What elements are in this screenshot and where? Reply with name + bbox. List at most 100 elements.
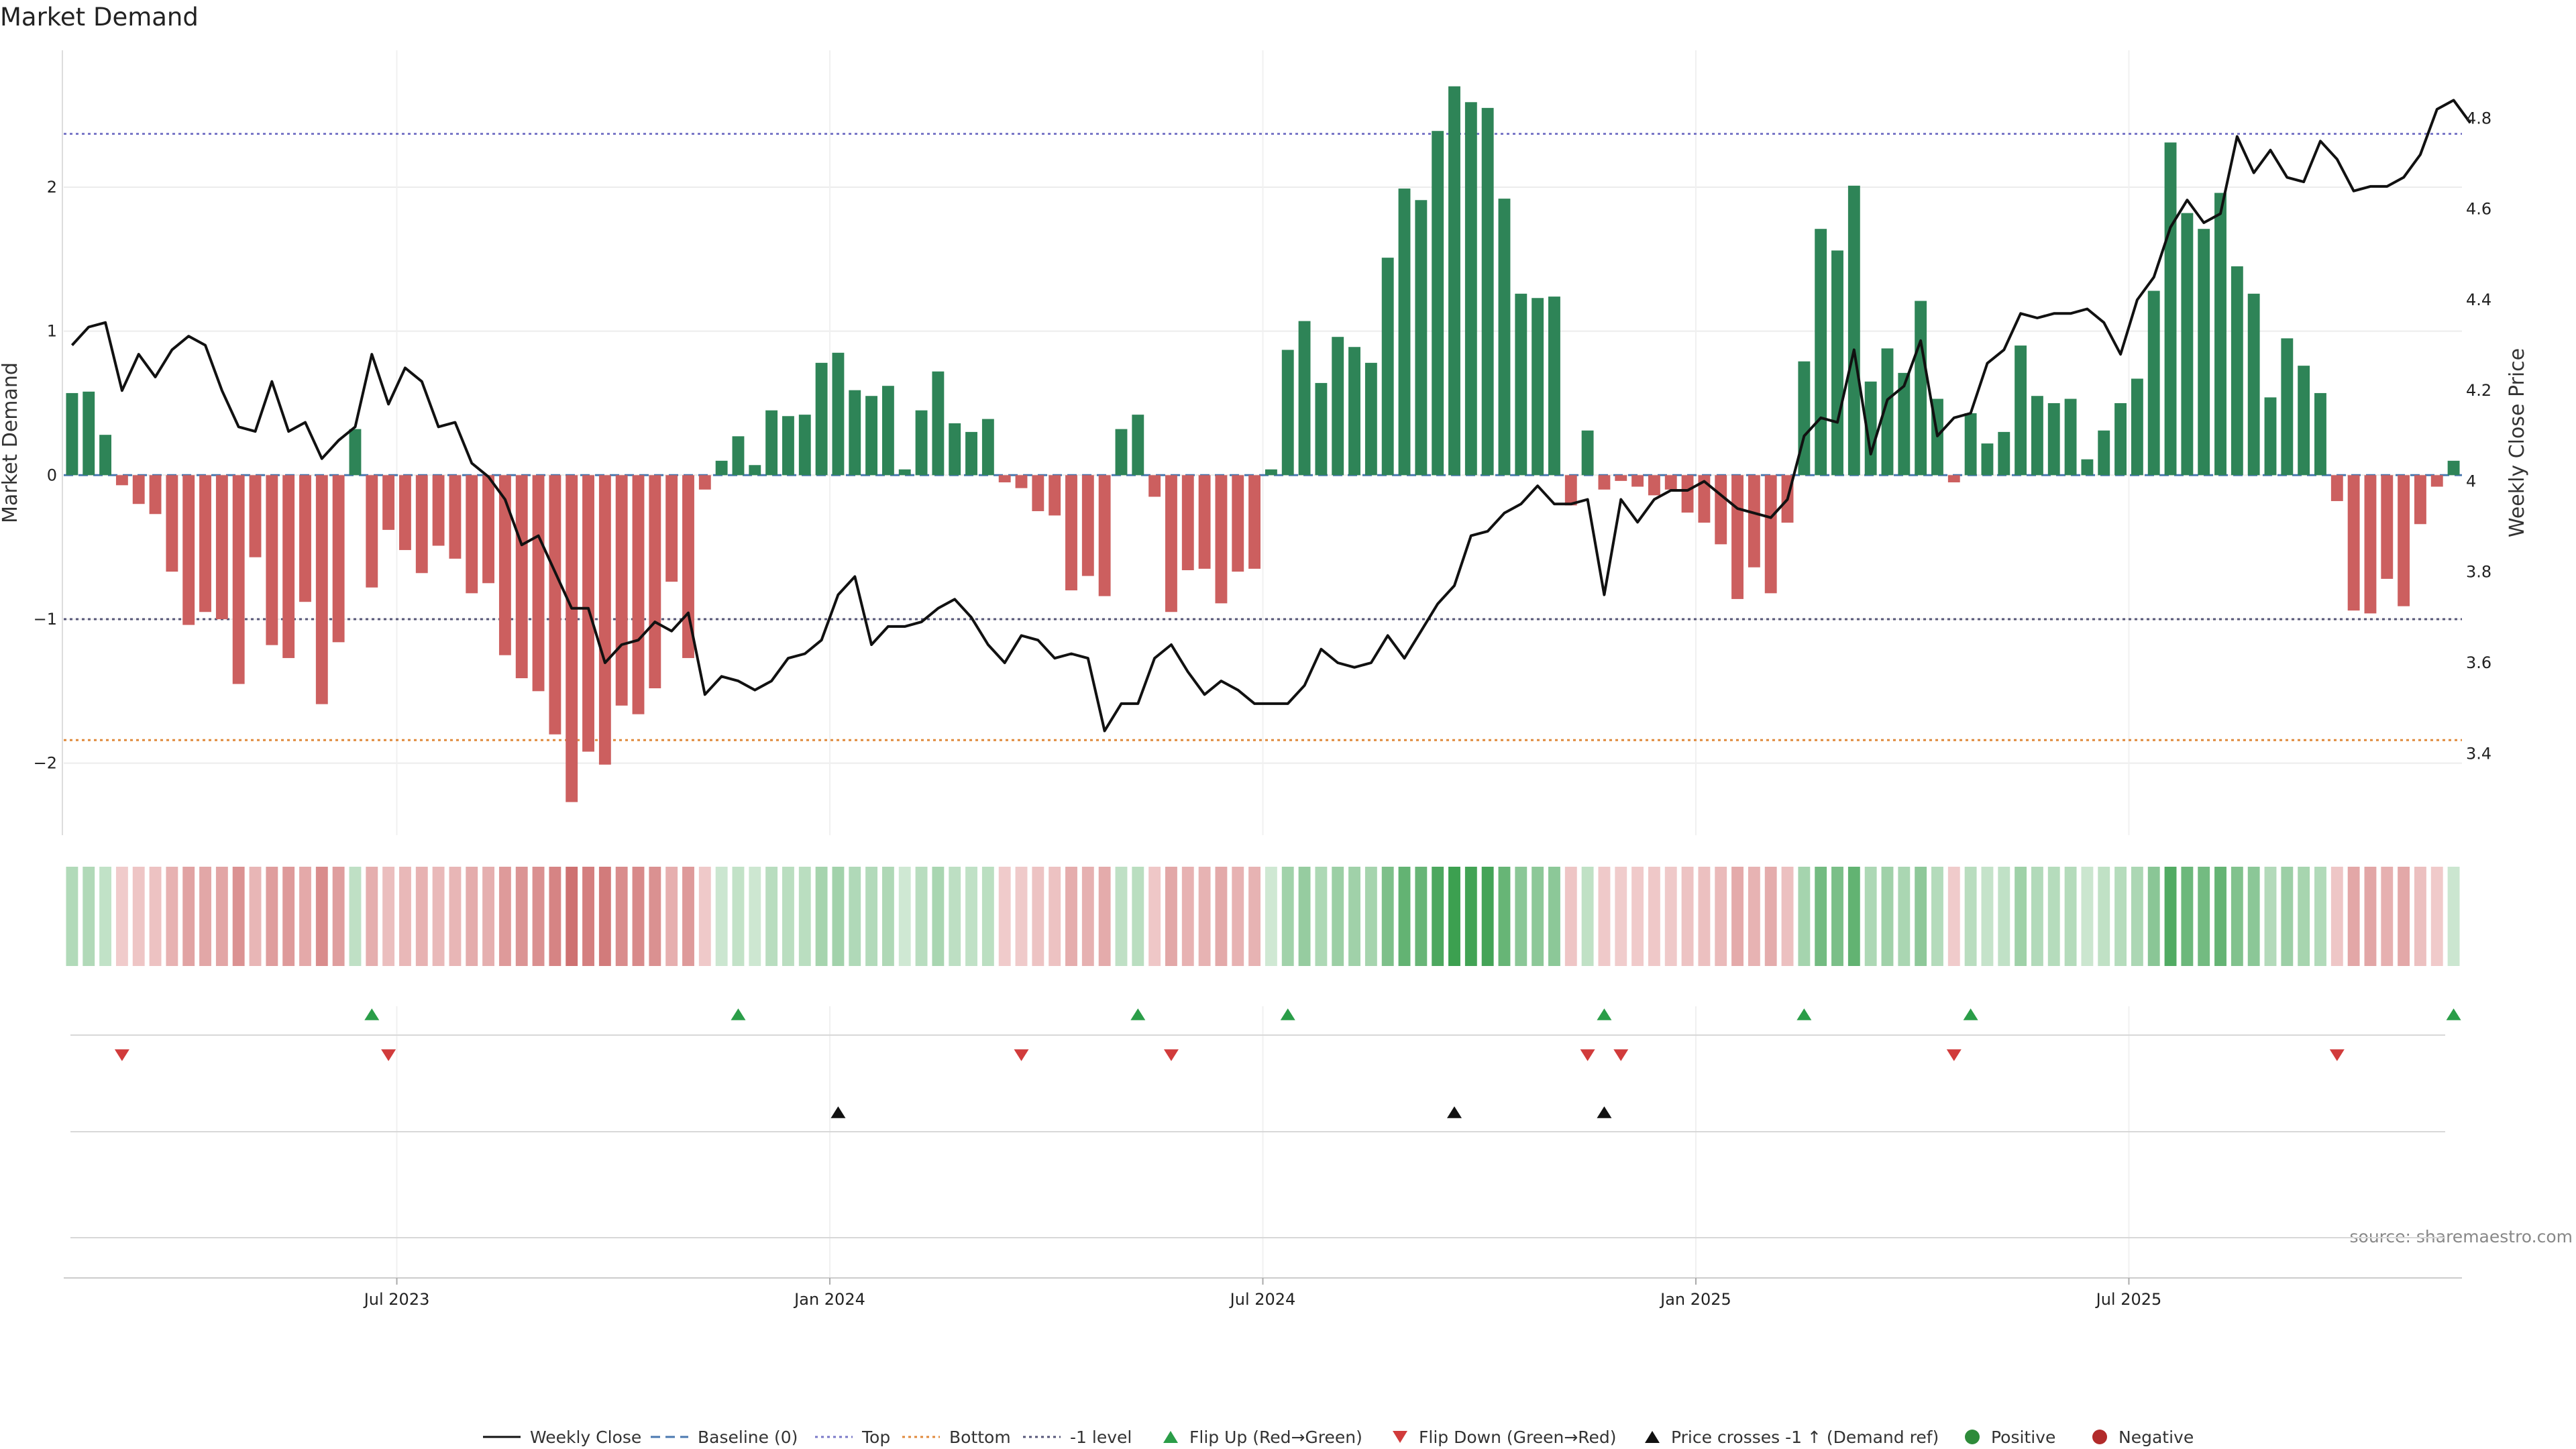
y-tick-right: 3.6 — [2466, 653, 2491, 672]
heat-cell — [1815, 867, 1827, 966]
flip-up-marker — [1796, 1008, 1812, 1020]
heat-cell — [2231, 867, 2243, 966]
legend-swatch-positive — [1965, 1430, 1980, 1444]
legend-label-price_cross: Price crosses -1 ↑ (Demand ref) — [1671, 1428, 1939, 1447]
legend-swatch-flip_down — [1393, 1431, 1407, 1443]
heat-cell — [1947, 867, 1960, 966]
demand-bar — [1847, 185, 1860, 476]
demand-bar — [299, 475, 311, 602]
heat-cell — [1448, 867, 1460, 966]
heat-cell — [2214, 867, 2226, 966]
demand-bar — [765, 410, 778, 476]
heat-cell — [1748, 867, 1760, 966]
demand-bar — [432, 475, 445, 546]
heat-cell — [1981, 867, 1994, 966]
demand-bar — [232, 475, 245, 684]
heat-cell — [166, 867, 178, 966]
demand-bar — [615, 475, 628, 706]
heat-cell — [115, 867, 128, 966]
heat-cell — [99, 867, 112, 966]
left-y-ticks: 2 1 0 −1 −2 — [34, 178, 57, 773]
heat-cell — [849, 867, 861, 966]
price-cross-marker — [830, 1106, 846, 1118]
demand-bar — [2214, 193, 2226, 476]
heat-cell — [282, 867, 295, 966]
demand-bar — [1631, 475, 1644, 487]
heat-cell — [1181, 867, 1194, 966]
heat-cell — [1532, 867, 1544, 966]
demand-bar — [1148, 475, 1161, 497]
heat-cell — [965, 867, 977, 966]
y-axis-label-right: Weekly Close Price — [2506, 348, 2529, 537]
heat-cell — [1715, 867, 1727, 966]
price-cross-marker — [1447, 1106, 1462, 1118]
demand-bar — [115, 475, 128, 486]
demand-bar — [1731, 475, 1743, 599]
demand-bar — [1498, 199, 1511, 476]
legend-swatch-flip_up — [1163, 1431, 1178, 1443]
demand-bar — [1798, 361, 1811, 476]
heat-cell — [732, 867, 745, 966]
flip-down-marker — [1946, 1049, 1962, 1061]
demand-bar — [1298, 321, 1311, 476]
heat-cell — [932, 867, 945, 966]
demand-bar — [2198, 229, 2210, 476]
demand-bar — [665, 475, 678, 582]
demand-bar — [649, 475, 661, 689]
demand-bar — [932, 371, 945, 476]
demand-bar — [1698, 475, 1711, 523]
flip-down-marker — [1014, 1049, 1029, 1061]
y-tick-left: 0 — [47, 466, 57, 484]
demand-bar — [2298, 366, 2310, 476]
demand-bar — [415, 475, 428, 574]
demand-bars — [66, 86, 2460, 802]
heat-cell — [2347, 867, 2360, 966]
heat-cell — [698, 867, 711, 966]
heat-cell — [2430, 867, 2443, 966]
demand-bar — [2330, 475, 2343, 501]
demand-bar — [2347, 475, 2360, 611]
demand-bar — [1764, 475, 1777, 594]
x-tick-label: Jul 2024 — [1229, 1290, 1296, 1309]
demand-bar — [2064, 398, 2077, 476]
heat-cell — [83, 867, 95, 966]
heat-cell — [898, 867, 911, 966]
heat-cell — [1198, 867, 1211, 966]
demand-bar — [1464, 102, 1477, 476]
demand-bar — [1448, 86, 1460, 476]
demand-bar — [798, 415, 811, 476]
demand-bar — [1532, 298, 1544, 476]
demand-bar — [399, 475, 411, 550]
heat-cell — [2181, 867, 2194, 966]
demand-bar — [2414, 475, 2426, 525]
heat-cell — [1298, 867, 1311, 966]
legend: Weekly Close Baseline (0) Top Bottom -1 leve… — [483, 1428, 2194, 1447]
demand-bar — [965, 431, 977, 476]
heat-cell — [182, 867, 195, 966]
demand-bar — [515, 475, 528, 678]
demand-bar — [1281, 350, 1294, 476]
demand-bar — [1364, 362, 1377, 476]
flip-down-marker — [381, 1049, 396, 1061]
demand-bar — [566, 475, 578, 802]
heat-cell — [1698, 867, 1711, 966]
demand-bar — [1198, 475, 1211, 569]
legend-label-flip_down: Flip Down (Green→Red) — [1419, 1428, 1617, 1447]
demand-bar — [2398, 475, 2410, 606]
heat-cell — [382, 867, 395, 966]
demand-bar — [2364, 475, 2377, 614]
heat-cell — [1032, 867, 1044, 966]
heat-cell — [1132, 867, 1144, 966]
demand-bar — [166, 475, 178, 572]
heat-cell — [915, 867, 928, 966]
demand-bar — [1065, 475, 1077, 591]
heat-cell — [649, 867, 661, 966]
heat-cell — [1081, 867, 1094, 966]
demand-bar — [1831, 250, 1843, 476]
heat-cell — [881, 867, 894, 966]
legend-label-positive: Positive — [1991, 1428, 2055, 1447]
heat-cell — [549, 867, 561, 966]
heat-cell — [749, 867, 761, 966]
demand-bar — [949, 423, 961, 476]
demand-bar — [132, 475, 145, 504]
